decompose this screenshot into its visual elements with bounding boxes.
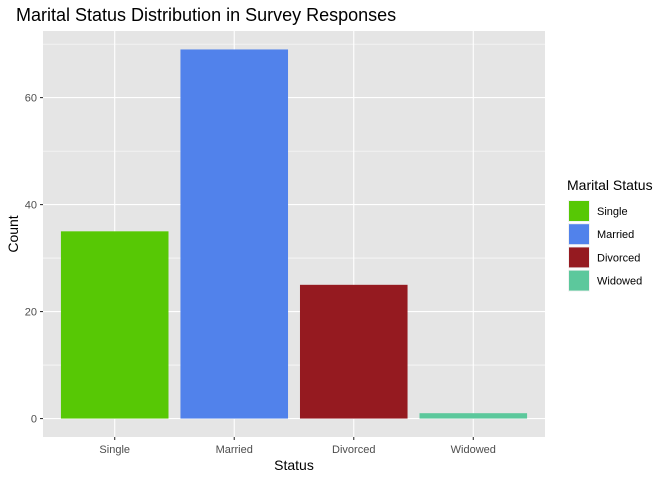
- x-tick-label: Divorced: [332, 444, 375, 456]
- y-tick-label: 20: [25, 307, 37, 319]
- x-tick-label: Married: [216, 444, 253, 456]
- legend-label: Widowed: [597, 276, 642, 288]
- y-axis: 0 20 40 60: [25, 93, 43, 426]
- x-tick-label: Widowed: [451, 444, 496, 456]
- x-tick-label: Single: [99, 444, 130, 456]
- x-axis-title: Status: [274, 457, 314, 473]
- bar-divorced: [299, 284, 408, 419]
- legend-label: Single: [597, 206, 628, 218]
- x-axis: Single Married Divorced Widowed: [99, 437, 496, 456]
- y-tick-label: 60: [25, 93, 37, 105]
- legend-swatch-married: [569, 224, 589, 245]
- chart-title: Marital Status Distribution in Survey Re…: [16, 5, 396, 25]
- y-axis-title: Count: [5, 215, 21, 252]
- bar-single: [60, 231, 169, 419]
- legend-swatch-divorced: [569, 247, 589, 268]
- bar-married: [180, 49, 289, 419]
- legend-title: Marital Status: [567, 177, 653, 193]
- legend-label: Married: [597, 229, 634, 241]
- bar-widowed: [419, 413, 528, 419]
- y-tick-label: 40: [25, 200, 37, 212]
- legend: Marital Status Single Married Divorced Wido…: [567, 177, 653, 292]
- bars: [60, 49, 528, 419]
- y-tick-label: 0: [31, 414, 37, 426]
- legend-label: Divorced: [597, 252, 640, 264]
- legend-swatch-single: [569, 201, 589, 221]
- legend-swatch-widowed: [569, 270, 589, 291]
